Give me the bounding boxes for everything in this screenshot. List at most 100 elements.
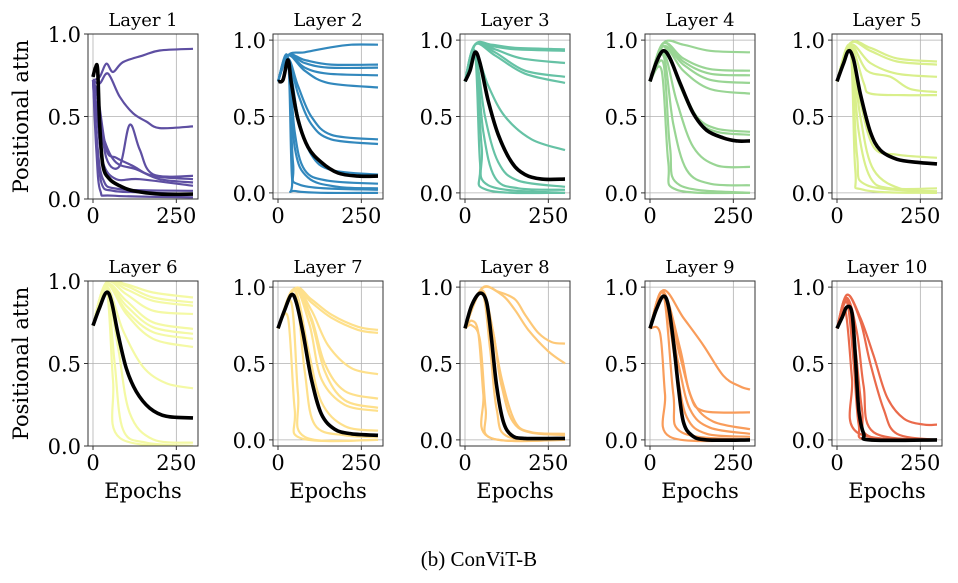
mean-series (276, 292, 379, 438)
head-series-9 (91, 80, 194, 192)
head-series-2 (835, 293, 938, 441)
xtick-label: 250 (900, 451, 940, 475)
series-group (276, 286, 379, 443)
xtick-label: 250 (156, 204, 196, 228)
ytick-label: 0.5 (420, 353, 453, 377)
xtick-label: 250 (713, 451, 753, 475)
panel-title: Layer 5 (852, 10, 921, 31)
head-series-1 (92, 47, 194, 82)
ytick-label: 0.5 (792, 353, 825, 377)
ytick-label: 1.0 (605, 29, 638, 53)
mean-series (463, 291, 566, 441)
head-series-2 (92, 72, 194, 130)
ytick-label: 0.5 (605, 106, 638, 130)
ytick-label: 0.0 (420, 182, 453, 206)
mean-series (91, 62, 194, 197)
head-series-11 (91, 286, 194, 446)
ytick-label: 0.0 (420, 429, 453, 453)
xtick-label: 250 (156, 451, 196, 475)
head-series-5 (91, 80, 194, 184)
series-group (91, 47, 194, 199)
panel-title: Layer 3 (480, 10, 549, 31)
x-axis-label: Epochs (848, 479, 925, 503)
head-series-7 (464, 323, 566, 443)
head-series-6 (91, 80, 194, 187)
y-axis-label: Positional attn (9, 40, 33, 194)
ytick-label: 1.0 (420, 276, 453, 300)
x-axis-label: Epochs (104, 479, 181, 503)
ytick-label: 1.0 (792, 276, 825, 300)
series-group (276, 43, 379, 195)
ytick-label: 0.0 (233, 182, 266, 206)
panel-layer-6: 0.0 0.5 1.0 0 250 Layer 6 Epochs Positional att… (9, 257, 199, 503)
x-axis-label: Epochs (289, 479, 366, 503)
xtick-label: 0 (271, 451, 284, 475)
head-series-12 (276, 54, 379, 190)
series-group (463, 285, 566, 443)
mean-series (835, 304, 938, 443)
panel-layer-8: 0.0 0.5 1.0 0 250 Layer 8 Epochs (420, 257, 571, 503)
panel-title: Layer 8 (480, 257, 549, 278)
head-series-7 (276, 289, 379, 432)
ytick-label: 1.0 (420, 29, 453, 53)
xtick-label: 0 (643, 204, 656, 228)
xtick-label: 0 (458, 451, 471, 475)
series-group (648, 39, 751, 195)
y-axis-label: Positional attn (9, 287, 33, 441)
ytick-label: 0.5 (792, 106, 825, 130)
panel-layer-10: 0.0 0.5 1.0 0 250 Layer 10 Epochs (792, 257, 943, 503)
series-group (91, 281, 194, 446)
ytick-label: 1.0 (792, 29, 825, 53)
mean-series (835, 48, 938, 166)
panel-title: Layer 7 (293, 257, 362, 278)
panel-layer-4: 0.0 0.5 1.0 0 250 Layer 4 (605, 10, 756, 228)
ytick-label: 0.0 (792, 429, 825, 453)
series-group (463, 40, 566, 195)
head-series-12 (91, 288, 194, 444)
head-series-11 (276, 53, 379, 195)
panel-title: Layer 2 (293, 10, 362, 31)
xtick-label: 0 (830, 451, 843, 475)
head-series-10 (277, 312, 379, 443)
panel-layer-7: 0.0 0.5 1.0 0 250 Layer 7 Epochs (233, 257, 384, 503)
ytick-label: 0.5 (48, 353, 81, 377)
head-series-9 (835, 43, 938, 194)
head-series-10 (835, 46, 938, 193)
panel-layer-3: 0.0 0.5 1.0 0 250 Layer 3 (420, 10, 571, 228)
head-series-5 (463, 290, 566, 441)
x-axis-label: Epochs (476, 479, 553, 503)
ytick-label: 0.0 (605, 182, 638, 206)
ytick-label: 1.0 (48, 270, 81, 294)
ytick-label: 0.5 (420, 106, 453, 130)
panel-layer-2: 0.0 0.5 1.0 0 250 Layer 2 (233, 10, 384, 228)
ytick-label: 0.5 (48, 106, 81, 130)
ytick-label: 0.5 (233, 106, 266, 130)
ytick-label: 1.0 (605, 276, 638, 300)
panel-title: Layer 4 (665, 10, 734, 31)
xtick-label: 0 (830, 204, 843, 228)
head-series-6 (648, 290, 751, 441)
mean-series (648, 48, 751, 143)
ytick-label: 0.5 (605, 353, 638, 377)
panel-layer-5: 0.0 0.5 1.0 0 250 Layer 5 (792, 10, 943, 228)
xtick-label: 250 (341, 204, 381, 228)
ytick-label: 0.0 (48, 188, 81, 212)
xtick-label: 250 (713, 204, 753, 228)
ytick-label: 0.0 (233, 429, 266, 453)
head-series-5 (648, 291, 751, 438)
panel-title: Layer 10 (847, 257, 928, 278)
series-group (648, 289, 751, 443)
ytick-label: 1.0 (48, 23, 81, 47)
xtick-label: 0 (643, 451, 656, 475)
head-series-9 (648, 53, 751, 187)
mean-series (91, 290, 194, 420)
head-series-1 (648, 289, 751, 391)
ytick-label: 0.5 (233, 353, 266, 377)
head-series-10 (649, 59, 751, 194)
panel-title: Layer 9 (665, 257, 734, 278)
head-series-10 (463, 48, 566, 195)
panel-title: Layer 6 (108, 257, 177, 278)
xtick-label: 0 (86, 204, 99, 228)
xtick-label: 250 (900, 204, 940, 228)
head-series-2 (463, 285, 566, 365)
